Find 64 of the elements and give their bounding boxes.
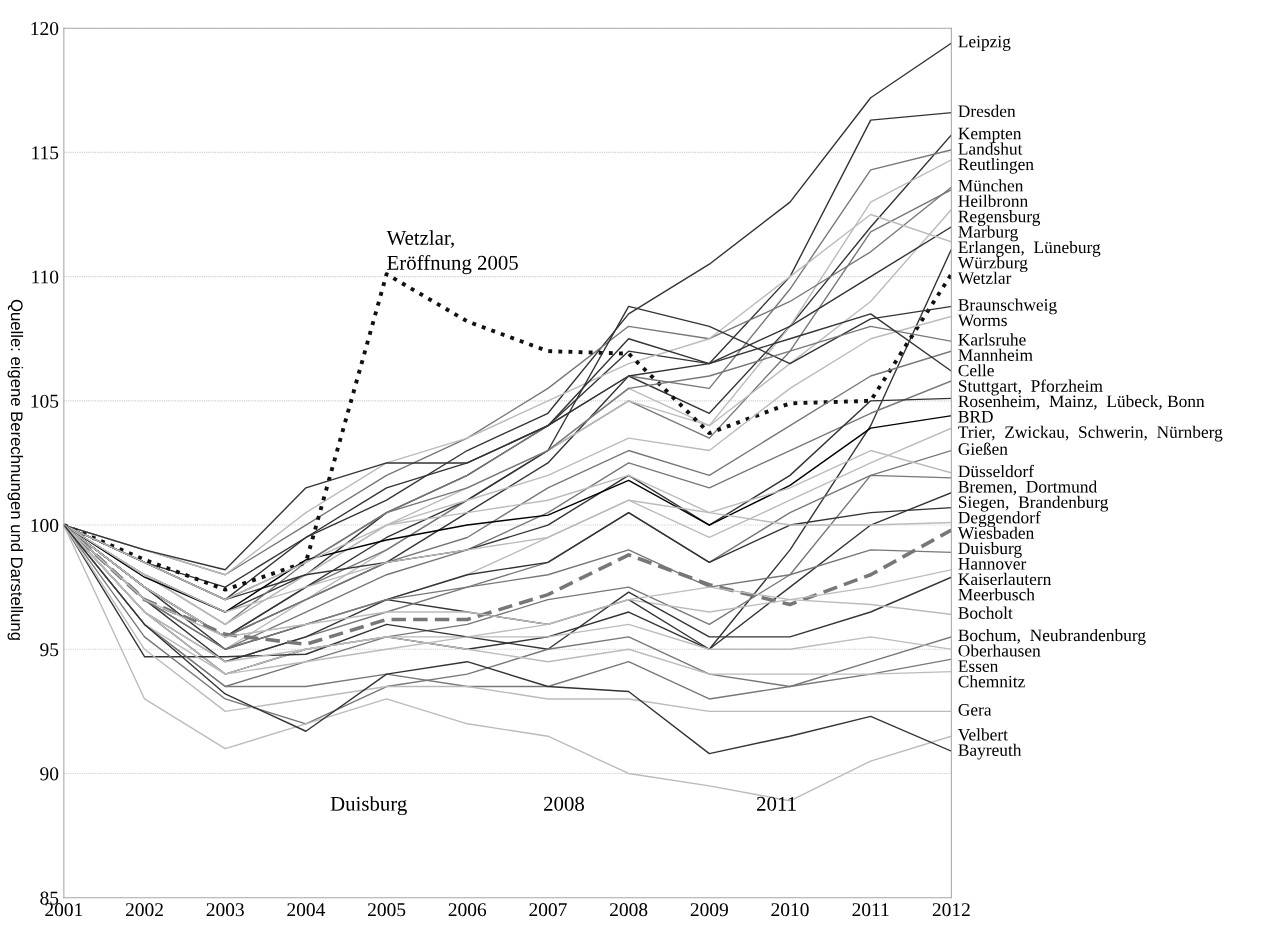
series-label: Deggendorf <box>958 511 1041 528</box>
series-label: Landshut <box>958 142 1023 155</box>
x-tick-label: 2002 <box>125 903 163 917</box>
series-label: Bremen, Dortmund <box>958 480 1097 496</box>
series-label: Hannover <box>958 558 1027 570</box>
series-label: Regensburg <box>958 210 1041 226</box>
series-label: Erlangen, Lüneburg <box>958 240 1101 257</box>
series-label: Meerbusch <box>958 588 1035 601</box>
y-tick-label: 90 <box>40 767 59 781</box>
series-label: BRD <box>958 411 993 423</box>
annotation: 2011 <box>757 796 796 811</box>
x-tick-label: 2011 <box>852 903 889 917</box>
series-label: Rosenheim, Mainz, Lübeck, Bonn <box>958 394 1205 410</box>
annotation: Wetzlar, Eröffnung 2005 <box>386 230 518 275</box>
source-note: Quelle: eigene Berechnungen und Darstellung <box>7 299 24 640</box>
annotation: Duisburg <box>330 796 407 816</box>
series-label: Braunschweig <box>958 298 1057 315</box>
annotation: 2008 <box>544 796 584 811</box>
y-tick-label: 100 <box>31 518 59 532</box>
series-label: Stuttgart, Pforzheim <box>958 379 1103 396</box>
y-tick-label: 105 <box>31 394 59 408</box>
series-label: Bochum, Neubrandenburg <box>958 628 1146 645</box>
series-label: Dresden <box>958 104 1016 118</box>
y-tick-label: 85 <box>40 891 59 905</box>
series-label: Velbert <box>958 728 1008 741</box>
y-tick-label: 115 <box>32 146 59 160</box>
y-tick-label: 95 <box>40 643 59 657</box>
series-label: Heilbronn <box>958 194 1028 207</box>
series-label: Celle <box>958 364 994 377</box>
x-tick-label: 2006 <box>448 903 487 917</box>
series-label: Oberhausen <box>958 644 1041 657</box>
series-label: Gera <box>958 704 992 716</box>
x-tick-label: 2007 <box>529 903 567 917</box>
series-label: Worms <box>957 314 1007 327</box>
y-tick-label: 120 <box>31 22 59 36</box>
series-label: Düsseldorf <box>958 464 1034 478</box>
series-label: Karlsruhe <box>958 333 1026 346</box>
series-label: Bayreuth <box>958 743 1022 760</box>
series-label: Mannheim <box>958 348 1033 361</box>
series-label: Chemnitz <box>958 675 1025 688</box>
series-label: Bocholt <box>958 606 1013 619</box>
x-tick-label: 2003 <box>206 903 244 917</box>
series-label: Wetzlar <box>957 271 1012 285</box>
series-label: Reutlingen <box>958 157 1034 174</box>
x-tick-label: 2009 <box>690 903 728 917</box>
x-tick-label: 2012 <box>932 903 970 917</box>
series-label: Siegen, Brandenburg <box>958 495 1109 512</box>
series-label: Leipzig <box>958 35 1011 51</box>
x-tick-label: 2010 <box>771 903 809 917</box>
y-tick-label: 110 <box>32 270 59 284</box>
series-label: Essen <box>958 660 999 672</box>
series-label: Duisburg <box>958 542 1022 558</box>
x-tick-label: 2004 <box>287 903 326 917</box>
x-tick-label: 2001 <box>45 903 83 917</box>
series-label: Kaiserlautern <box>958 572 1052 586</box>
series-label: Gießen <box>958 442 1008 455</box>
series-label: Wiesbaden <box>957 526 1034 539</box>
series-label: Marburg <box>958 225 1018 242</box>
x-tick-label: 2005 <box>367 903 406 917</box>
series-label: Würzburg <box>957 256 1028 273</box>
series-label: Kempten <box>958 127 1022 143</box>
series-label: Trier, Zwickau, Schwerin, Nürnberg <box>958 425 1223 442</box>
x-tick-label: 2008 <box>610 903 648 917</box>
series-label: München <box>958 179 1024 192</box>
